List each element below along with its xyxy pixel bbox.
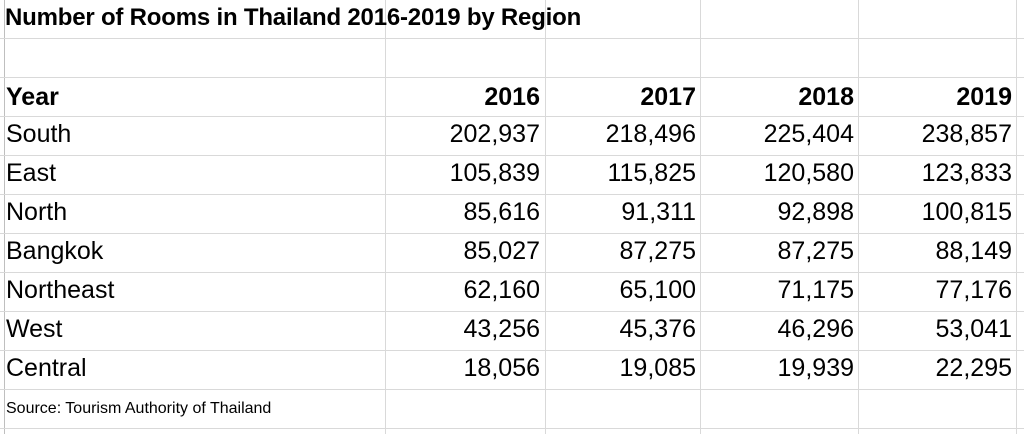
grid-row-line xyxy=(0,155,1024,156)
table-cell[interactable]: 87,275 xyxy=(777,237,854,265)
grid-row-line xyxy=(0,272,1024,273)
table-cell[interactable]: 91,311 xyxy=(621,198,696,226)
row-region-label[interactable]: South xyxy=(6,120,72,148)
header-year-2019[interactable]: 2019 xyxy=(956,83,1012,111)
table-cell[interactable]: 85,616 xyxy=(463,198,540,226)
grid-row-line xyxy=(0,311,1024,312)
table-cell[interactable]: 120,580 xyxy=(763,159,854,187)
table-cell[interactable]: 218,496 xyxy=(605,120,696,148)
table-cell[interactable]: 19,939 xyxy=(777,354,854,382)
table-cell[interactable]: 62,160 xyxy=(463,276,540,304)
grid-row-line xyxy=(0,389,1024,390)
grid-row-line xyxy=(0,428,1024,429)
grid-column-line xyxy=(700,0,701,434)
grid-row-line xyxy=(0,38,1024,39)
grid-row-line xyxy=(0,194,1024,195)
table-cell[interactable]: 87,275 xyxy=(619,237,696,265)
grid-column-line xyxy=(545,0,546,434)
header-year-label[interactable]: Year xyxy=(6,83,59,111)
source-note[interactable]: Source: Tourism Authority of Thailand xyxy=(6,400,272,417)
grid-column-line xyxy=(4,0,5,434)
header-year-2017[interactable]: 2017 xyxy=(640,83,696,111)
grid-row-line xyxy=(0,116,1024,117)
table-cell[interactable]: 46,296 xyxy=(777,315,854,343)
table-cell[interactable]: 123,833 xyxy=(921,159,1012,187)
grid-column-line xyxy=(385,0,386,434)
table-cell[interactable]: 43,256 xyxy=(463,315,540,343)
table-cell[interactable]: 22,295 xyxy=(935,354,1012,382)
table-cell[interactable]: 71,175 xyxy=(777,276,854,304)
table-cell[interactable]: 92,898 xyxy=(777,198,854,226)
header-year-2016[interactable]: 2016 xyxy=(484,83,540,111)
table-cell[interactable]: 18,056 xyxy=(463,354,540,382)
table-cell[interactable]: 77,176 xyxy=(935,276,1012,304)
grid-row-line xyxy=(0,350,1024,351)
row-region-label[interactable]: Northeast xyxy=(6,276,115,304)
row-region-label[interactable]: Bangkok xyxy=(6,237,104,265)
grid-column-line xyxy=(1016,0,1017,434)
table-cell[interactable]: 115,825 xyxy=(607,159,696,187)
row-region-label[interactable]: North xyxy=(6,198,68,226)
table-cell[interactable]: 45,376 xyxy=(619,315,696,343)
grid-column-line xyxy=(858,0,859,434)
table-cell[interactable]: 85,027 xyxy=(463,237,540,265)
table-cell[interactable]: 88,149 xyxy=(935,237,1012,265)
table-cell[interactable]: 100,815 xyxy=(921,198,1012,226)
grid-row-line xyxy=(0,233,1024,234)
row-region-label[interactable]: West xyxy=(6,315,63,343)
table-cell[interactable]: 202,937 xyxy=(449,120,540,148)
table-cell[interactable]: 225,404 xyxy=(763,120,854,148)
table-cell[interactable]: 65,100 xyxy=(619,276,696,304)
row-region-label[interactable]: East xyxy=(6,159,57,187)
table-title[interactable]: Number of Rooms in Thailand 2016-2019 by… xyxy=(5,4,582,31)
table-cell[interactable]: 53,041 xyxy=(935,315,1012,343)
grid-row-line xyxy=(0,77,1024,78)
table-cell[interactable]: 19,085 xyxy=(619,354,696,382)
row-region-label[interactable]: Central xyxy=(6,354,87,382)
table-cell[interactable]: 238,857 xyxy=(921,120,1012,148)
header-year-2018[interactable]: 2018 xyxy=(798,83,854,111)
table-cell[interactable]: 105,839 xyxy=(449,159,540,187)
